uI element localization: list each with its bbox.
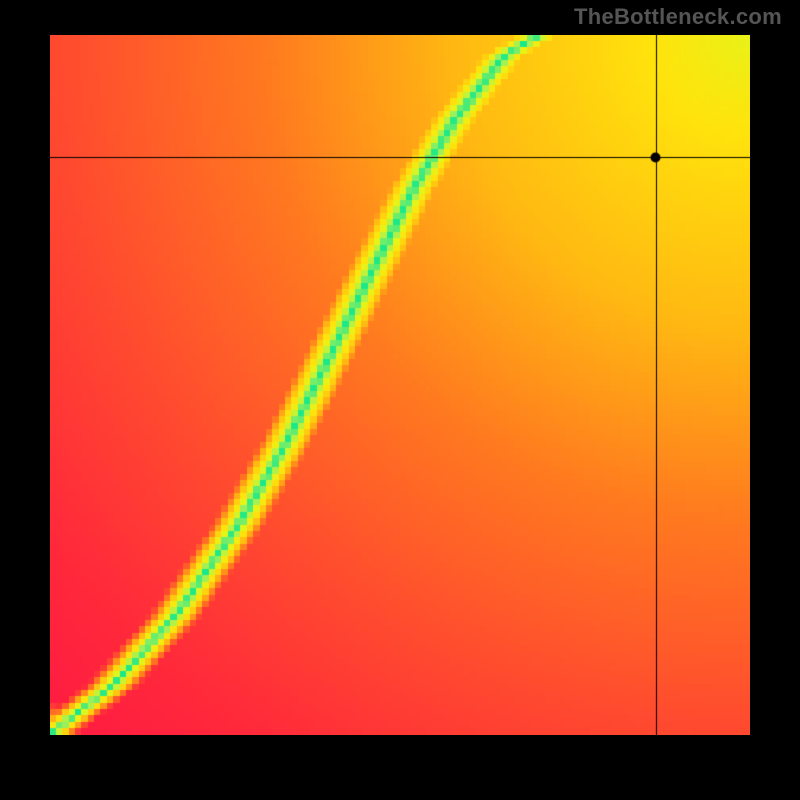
chart-frame: TheBottleneck.com — [0, 0, 800, 800]
crosshair-overlay — [50, 35, 750, 735]
watermark-text: TheBottleneck.com — [574, 4, 782, 30]
